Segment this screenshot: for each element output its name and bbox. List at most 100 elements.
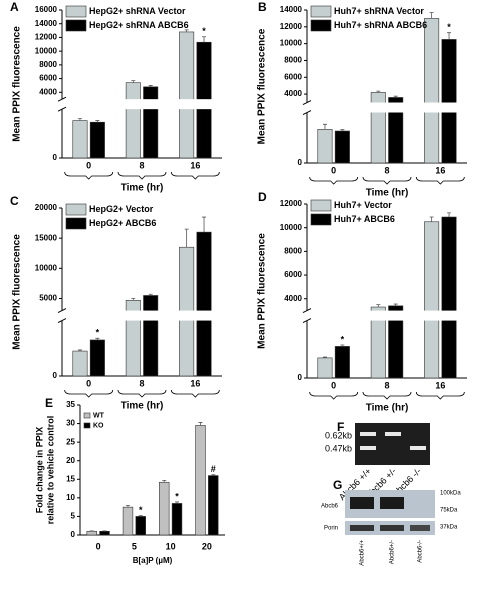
y-tick-label: 6000	[284, 72, 302, 81]
marker-label: 100kDa	[440, 491, 461, 497]
blot-band	[380, 525, 404, 531]
y-tick-label: 12000	[280, 22, 303, 31]
panel-letter: C	[10, 194, 19, 208]
legend-swatch	[65, 5, 87, 18]
y-tick-label: 10	[66, 493, 75, 502]
bar	[89, 121, 105, 159]
y-tick-label: 12000	[280, 199, 303, 208]
panel-letter: E	[45, 396, 53, 410]
y-tick-label: 10000	[35, 263, 58, 272]
bar	[125, 82, 141, 159]
bar	[424, 221, 440, 379]
error-bar	[131, 80, 136, 83]
y-tick-label: 0	[71, 530, 76, 539]
axis-break	[58, 310, 222, 321]
error-bar	[376, 90, 381, 93]
x-tick-label: 0	[331, 380, 336, 390]
bar	[441, 39, 457, 164]
x-tick-label: 8	[384, 380, 389, 390]
bar	[195, 425, 206, 536]
x-tick-label: 0	[96, 541, 101, 551]
gel-band	[410, 446, 426, 450]
significance-marker: *	[96, 328, 100, 338]
error-bar	[125, 505, 130, 508]
break-mark	[57, 318, 67, 324]
bracket	[309, 176, 359, 185]
x-tick-label: 5	[132, 541, 137, 551]
size-label: 0.47kb	[325, 443, 352, 453]
blot-band	[350, 497, 374, 509]
x-tick-label: 16	[190, 378, 200, 388]
legend-label: WT	[93, 412, 105, 419]
y-axis-label: Mean PPIX fluorescence	[257, 233, 268, 349]
bar	[122, 506, 134, 536]
y-tick-label: 14000	[35, 19, 58, 28]
significance-marker: *	[341, 334, 345, 344]
bar	[143, 86, 159, 159]
x-axis-label: Time (hr)	[121, 401, 164, 412]
error-bar	[393, 303, 398, 306]
x-tick-label: 8	[384, 165, 389, 175]
y-tick-label: 6000	[284, 270, 302, 279]
error-bar	[198, 422, 203, 426]
legend-label: HepG2+ shRNA Vector	[89, 6, 186, 16]
legend-label: Huh7+ ABCB6	[334, 214, 395, 224]
error-bar	[447, 212, 452, 218]
y-tick-label: 20	[66, 456, 75, 465]
bar	[424, 18, 440, 164]
blot-band	[410, 525, 430, 531]
panel-letter: G	[333, 478, 342, 492]
y-tick-label: 14000	[280, 5, 303, 14]
error-bar	[429, 216, 434, 222]
gel-band	[360, 432, 376, 436]
y-tick-label: 10000	[35, 46, 58, 55]
y-tick-label: 0	[53, 371, 58, 380]
legend-swatch	[310, 5, 332, 18]
bar	[317, 129, 333, 164]
significance-marker: *	[175, 491, 179, 501]
break-mark	[302, 308, 312, 314]
legend-swatch	[83, 412, 91, 419]
error-bar	[211, 474, 216, 476]
error-bar	[95, 337, 100, 340]
legend-label: Huh7+ shRNA Vector	[334, 6, 424, 16]
y-tick-label: 25	[66, 437, 75, 446]
error-bar	[175, 501, 180, 504]
x-tick-label: 16	[435, 165, 445, 175]
error-bar	[429, 12, 434, 19]
error-bar	[148, 293, 153, 296]
error-bar	[77, 118, 82, 121]
x-tick-label: 8	[139, 160, 144, 170]
axis-break	[303, 310, 467, 321]
marker-label: 37kDa	[440, 525, 458, 531]
y-tick-label: 30	[66, 419, 75, 428]
legend-swatch	[310, 213, 332, 226]
bar	[317, 357, 333, 379]
error-bar	[162, 480, 167, 483]
error-bar	[95, 120, 100, 123]
y-axis-label: Mean PPIX fluorescence	[257, 28, 268, 144]
bar	[72, 120, 88, 159]
y-tick-label: 10000	[280, 39, 303, 48]
significance-marker: *	[139, 505, 143, 515]
error-bar	[322, 123, 327, 130]
x-axis-label: Time (hr)	[366, 188, 409, 199]
legend-swatch	[310, 199, 332, 212]
bar	[441, 216, 457, 379]
bar	[143, 295, 159, 377]
y-tick-label: 0	[298, 158, 303, 167]
break-mark	[302, 110, 312, 115]
bracket	[362, 176, 412, 185]
panel-letter: A	[10, 0, 19, 14]
marker-label: 75kDa	[440, 508, 458, 514]
y-tick-label: 8000	[39, 60, 57, 69]
blot-band	[380, 497, 404, 509]
error-bar	[202, 216, 207, 233]
axis-break	[58, 99, 222, 110]
y-tick-label: 4000	[39, 87, 57, 96]
panel-letter: F	[337, 420, 344, 434]
x-tick-label: 16	[435, 380, 445, 390]
gel-band	[385, 432, 401, 436]
y-tick-label: 20000	[35, 203, 58, 212]
break-mark	[302, 318, 312, 324]
